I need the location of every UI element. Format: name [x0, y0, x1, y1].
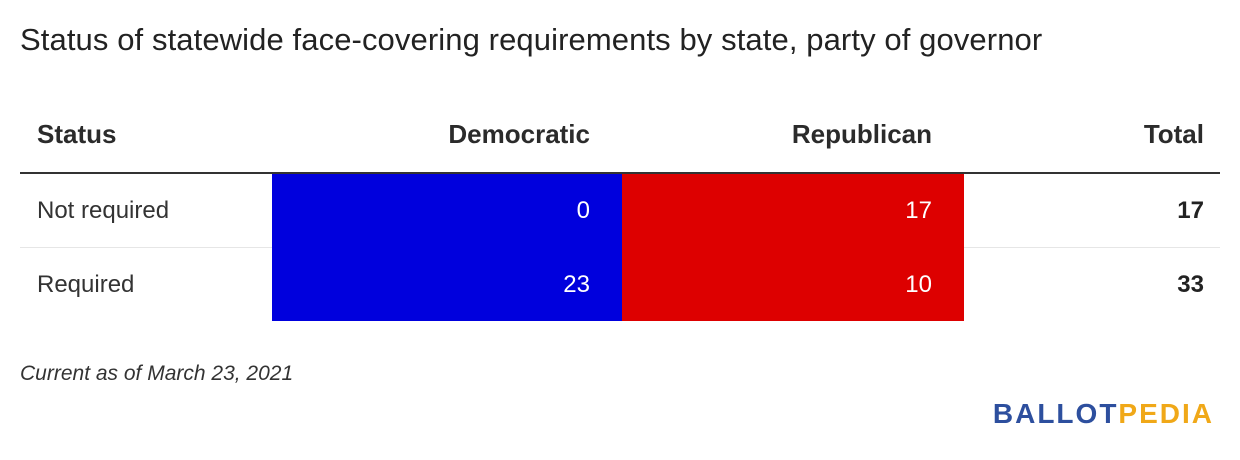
data-table: Status Democratic Republican Total Not r… — [20, 100, 1220, 321]
header-republican: Republican — [791, 119, 932, 149]
total-value-cell: 17 — [1177, 196, 1204, 224]
total-value-cell: 33 — [1177, 270, 1204, 298]
header-status: Status — [37, 119, 117, 149]
chart-title: Status of statewide face-covering requir… — [20, 22, 1043, 57]
republican-value-cell: 17 — [622, 174, 964, 248]
logo-text-part2: PEDIA — [1118, 398, 1214, 429]
table-header-row: Status Democratic Republican Total — [20, 100, 1220, 174]
row-status-label: Required — [37, 270, 135, 298]
as-of-note: Current as of March 23, 2021 — [20, 362, 294, 385]
democratic-value-cell: 0 — [272, 174, 622, 248]
table-row: Not required 0 17 17 — [20, 174, 1220, 248]
row-status-label: Not required — [37, 196, 170, 224]
table-row: Required 23 10 33 — [20, 248, 1220, 321]
header-total: Total — [1143, 119, 1204, 149]
logo-text-part1: BALLOT — [992, 398, 1119, 429]
header-democratic: Democratic — [448, 119, 590, 149]
ballotpedia-logo: BALLOTPEDIA — [993, 398, 1214, 430]
republican-value-cell: 10 — [622, 248, 964, 321]
democratic-value-cell: 23 — [272, 248, 622, 321]
